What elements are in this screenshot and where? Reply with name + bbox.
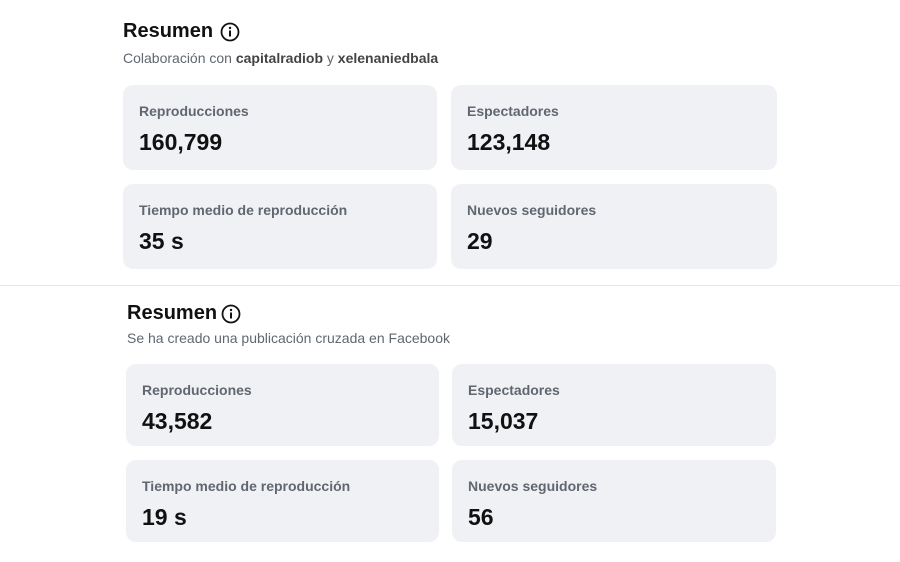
info-dot bbox=[228, 26, 232, 30]
metric-value: 15,037 bbox=[468, 408, 539, 434]
metric-label: Reproducciones bbox=[142, 382, 252, 398]
subtitle-text: Se ha creado una publicación cruzada en … bbox=[127, 330, 450, 346]
metric-value: 29 bbox=[467, 228, 493, 254]
metric-label: Nuevos seguidores bbox=[467, 202, 597, 218]
subtitle-bold: capitalradiob bbox=[235, 50, 323, 66]
section-subtitle: Se ha creado una publicación cruzada en … bbox=[127, 330, 450, 346]
subtitle-text: y bbox=[323, 50, 338, 66]
metric-value: 19 s bbox=[142, 504, 187, 530]
subtitle-text: Colaboración con bbox=[123, 50, 236, 66]
section-subtitle: Colaboración con capitalradiob y xelenan… bbox=[123, 50, 438, 66]
metric-value: 43,582 bbox=[142, 408, 213, 434]
info-stem bbox=[229, 30, 231, 37]
info-icon[interactable] bbox=[220, 22, 240, 42]
metric-value: 35 s bbox=[139, 228, 184, 254]
section-title: Resumen bbox=[127, 302, 218, 324]
metric-card: Espectadores 123,148 bbox=[451, 85, 777, 170]
metric-label: Nuevos seguidores bbox=[468, 478, 598, 494]
metric-label: Reproducciones bbox=[139, 103, 249, 119]
metric-value: 123,148 bbox=[467, 129, 551, 155]
metric-label: Tiempo medio de reproducción bbox=[139, 202, 348, 218]
metric-card: Tiempo medio de reproducción 19 s bbox=[126, 460, 439, 542]
section-title: Resumen bbox=[123, 20, 214, 42]
info-dot bbox=[229, 308, 233, 312]
metric-value: 160,799 bbox=[139, 129, 223, 155]
divider bbox=[0, 285, 900, 286]
info-circle bbox=[221, 304, 241, 324]
metric-card: Espectadores 15,037 bbox=[452, 364, 776, 446]
metric-card: Reproducciones 160,799 bbox=[123, 85, 437, 170]
subtitle-bold: xelenaniedbala bbox=[337, 50, 439, 66]
info-stem bbox=[230, 312, 232, 319]
metric-value: 56 bbox=[468, 504, 494, 530]
metric-label: Espectadores bbox=[468, 382, 560, 398]
metric-label: Espectadores bbox=[467, 103, 559, 119]
info-circle bbox=[220, 22, 240, 42]
metric-card: Nuevos seguidores 56 bbox=[452, 460, 776, 542]
metric-card: Tiempo medio de reproducción 35 s bbox=[123, 184, 437, 269]
info-icon[interactable] bbox=[221, 304, 241, 324]
metric-card: Nuevos seguidores 29 bbox=[451, 184, 777, 269]
metric-label: Tiempo medio de reproducción bbox=[142, 478, 351, 494]
metric-card: Reproducciones 43,582 bbox=[126, 364, 439, 446]
